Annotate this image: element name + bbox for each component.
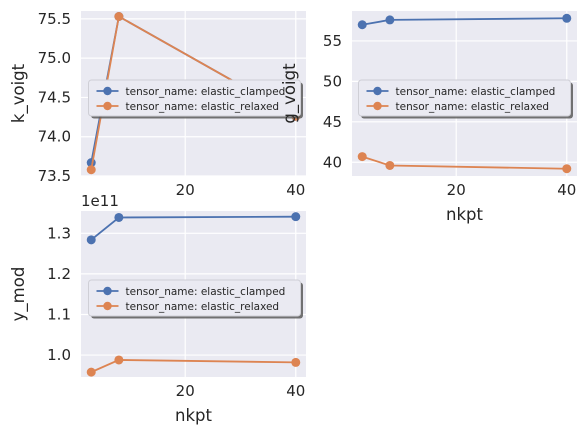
legend-label: tensor_name: elastic_clamped (126, 286, 286, 298)
data-point (114, 212, 124, 222)
y-axis-label: k_voigt (9, 63, 29, 123)
data-point (86, 235, 96, 245)
y-tick-label: 40 (323, 153, 342, 171)
legend-label: tensor_name: elastic_relaxed (396, 101, 550, 113)
legend: tensor_name: elastic_clamped tensor_name:… (358, 79, 573, 119)
data-point (114, 12, 124, 21)
x-tick-label: 20 (447, 181, 466, 199)
data-point (357, 152, 367, 162)
y-tick-label: 74.5 (38, 88, 71, 106)
data-point (291, 357, 301, 367)
subplot-1: 73.5 74.0 74.5 75.0 75.5 20 40 k_voigt tensor_na… (9, 10, 306, 199)
y-tick-label: 50 (323, 72, 342, 90)
data-point (357, 20, 367, 30)
x-tick-label: 40 (286, 382, 305, 400)
y-tick-label: 1.3 (47, 224, 71, 242)
legend-label: tensor_name: elastic_clamped (396, 86, 556, 98)
data-point (114, 355, 124, 365)
y-axis-label: y_mod (9, 267, 29, 322)
data-point (562, 164, 572, 174)
legend-box (88, 79, 301, 117)
y-tick-label: 75.5 (38, 10, 71, 28)
legend: tensor_name: elastic_clamped tensor_name:… (88, 79, 303, 119)
legend-label: tensor_name: elastic_relaxed (126, 301, 280, 313)
legend-box (88, 279, 301, 317)
data-point (385, 15, 395, 25)
y-tick-label: 75.0 (38, 49, 71, 67)
x-tick-label: 20 (176, 382, 195, 400)
legend-label: tensor_name: elastic_clamped (126, 86, 286, 98)
legend-marker (103, 86, 112, 96)
x-tick-label: 40 (557, 181, 576, 199)
y-tick-label: 73.5 (38, 167, 71, 185)
y-tick-label: 1.0 (47, 346, 71, 364)
data-point (291, 212, 301, 222)
y-tick-label: 55 (323, 32, 342, 50)
x-tick-label: 20 (176, 181, 195, 199)
data-point (86, 367, 96, 377)
legend-marker (373, 86, 382, 96)
legend: tensor_name: elastic_clamped tensor_name:… (88, 279, 303, 319)
y-tick-label: 45 (323, 113, 342, 131)
data-point (385, 160, 395, 170)
legend-box (358, 79, 571, 117)
axis-offset-text: 1e11 (81, 192, 119, 210)
x-axis-label: nkpt (175, 406, 212, 425)
y-tick-label: 1.2 (47, 265, 71, 283)
legend-label: tensor_name: elastic_relaxed (126, 101, 280, 113)
data-point (86, 165, 96, 175)
y-tick-label: 1.1 (47, 305, 71, 323)
data-point (562, 13, 572, 23)
legend-marker (103, 301, 112, 311)
legend-marker (373, 101, 382, 111)
x-axis-label: nkpt (446, 205, 483, 224)
legend-marker (103, 286, 112, 296)
legend-marker (103, 101, 112, 111)
x-tick-label: 40 (286, 181, 305, 199)
y-axis-label: g_voigt (280, 63, 300, 124)
y-tick-label: 74.0 (38, 128, 71, 146)
